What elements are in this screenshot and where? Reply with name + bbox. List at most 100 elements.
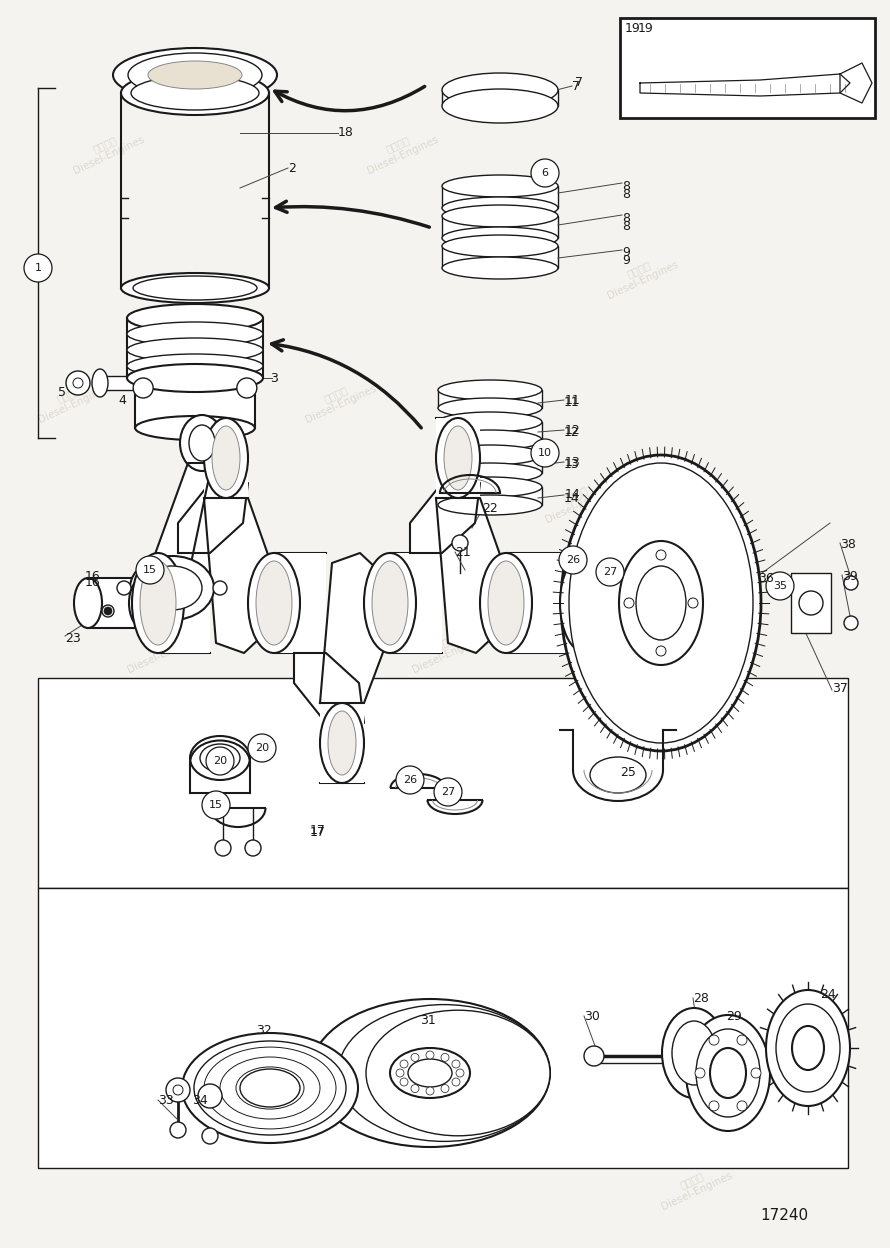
Ellipse shape: [204, 1047, 336, 1129]
Ellipse shape: [135, 416, 255, 441]
Circle shape: [441, 1053, 449, 1061]
Text: 紫发动力
Diesel-Engines: 紫发动力 Diesel-Engines: [68, 124, 146, 176]
Ellipse shape: [190, 736, 250, 780]
Circle shape: [531, 439, 559, 467]
Text: 紫发动力
Diesel-Engines: 紫发动力 Diesel-Engines: [406, 623, 484, 675]
Ellipse shape: [127, 338, 263, 362]
Bar: [438, 456, 542, 473]
Text: 36: 36: [758, 572, 773, 584]
Ellipse shape: [438, 446, 542, 466]
Circle shape: [799, 592, 823, 615]
Text: 14: 14: [565, 488, 581, 500]
Text: 紫发动力
Diesel-Engines: 紫发动力 Diesel-Engines: [299, 847, 377, 900]
Text: 紫发动力
Diesel-Engines: 紫发动力 Diesel-Engines: [361, 124, 440, 176]
Ellipse shape: [442, 227, 558, 250]
Polygon shape: [640, 74, 850, 96]
Ellipse shape: [182, 1033, 358, 1143]
Text: 33: 33: [158, 1093, 174, 1107]
Circle shape: [434, 778, 462, 806]
Text: 30: 30: [584, 1010, 600, 1022]
Ellipse shape: [590, 758, 646, 792]
Circle shape: [170, 1122, 186, 1138]
Circle shape: [624, 598, 634, 608]
Bar: [158, 553, 210, 653]
Circle shape: [213, 582, 227, 595]
Circle shape: [531, 158, 559, 187]
Text: 38: 38: [840, 538, 856, 552]
Circle shape: [737, 1101, 747, 1111]
Circle shape: [441, 1085, 449, 1092]
Text: 16: 16: [85, 569, 101, 583]
Ellipse shape: [140, 562, 176, 645]
Text: 4: 4: [118, 393, 125, 407]
Text: 17: 17: [310, 824, 326, 836]
Ellipse shape: [74, 578, 102, 628]
Circle shape: [237, 378, 257, 398]
Ellipse shape: [436, 418, 480, 498]
Text: 7: 7: [572, 80, 580, 92]
Text: 7: 7: [575, 76, 583, 90]
Ellipse shape: [686, 1015, 770, 1131]
Text: 9: 9: [622, 247, 630, 260]
Ellipse shape: [792, 1026, 824, 1070]
Circle shape: [202, 1128, 218, 1144]
Ellipse shape: [127, 364, 263, 392]
Ellipse shape: [438, 495, 542, 515]
Ellipse shape: [142, 567, 202, 610]
Circle shape: [396, 1070, 404, 1077]
Ellipse shape: [672, 1021, 716, 1085]
Bar: [438, 487, 542, 505]
Ellipse shape: [150, 369, 166, 397]
Text: 25: 25: [620, 766, 635, 780]
Ellipse shape: [364, 553, 416, 653]
Ellipse shape: [599, 543, 629, 663]
Text: 20: 20: [213, 756, 227, 766]
Ellipse shape: [130, 557, 214, 620]
Circle shape: [411, 1085, 419, 1092]
Ellipse shape: [194, 1041, 346, 1134]
Ellipse shape: [113, 47, 277, 102]
Text: 8: 8: [622, 211, 630, 225]
Text: 17240: 17240: [760, 1208, 808, 1223]
Bar: [438, 389, 542, 408]
Ellipse shape: [442, 89, 558, 124]
Circle shape: [66, 371, 90, 396]
Bar: [390, 553, 442, 653]
Text: 6: 6: [541, 168, 548, 178]
Polygon shape: [320, 553, 394, 703]
Text: 紫发动力
Diesel-Engines: 紫发动力 Diesel-Engines: [406, 1072, 484, 1124]
Circle shape: [456, 1070, 464, 1077]
Ellipse shape: [442, 72, 558, 107]
Circle shape: [844, 577, 858, 590]
Ellipse shape: [442, 235, 558, 257]
Ellipse shape: [710, 1048, 746, 1098]
Circle shape: [102, 605, 114, 617]
Ellipse shape: [366, 1010, 550, 1136]
Bar: [88, 578, 143, 628]
Ellipse shape: [619, 540, 703, 665]
Text: 14: 14: [564, 492, 579, 504]
Text: 20: 20: [255, 743, 269, 753]
Ellipse shape: [127, 305, 263, 332]
Ellipse shape: [442, 197, 558, 218]
Polygon shape: [204, 498, 278, 653]
Polygon shape: [178, 473, 248, 553]
Text: 31: 31: [420, 1013, 436, 1027]
Ellipse shape: [127, 322, 263, 346]
Text: 39: 39: [842, 569, 858, 583]
Ellipse shape: [180, 416, 224, 470]
Text: 紫发动力
Diesel-Engines: 紫发动力 Diesel-Engines: [94, 1072, 173, 1124]
Circle shape: [198, 1085, 222, 1108]
Text: 10: 10: [538, 448, 552, 458]
Ellipse shape: [204, 418, 248, 498]
Ellipse shape: [442, 257, 558, 280]
Ellipse shape: [438, 431, 542, 451]
Ellipse shape: [256, 562, 292, 645]
Ellipse shape: [560, 553, 612, 653]
Ellipse shape: [121, 273, 269, 303]
Ellipse shape: [442, 205, 558, 227]
Circle shape: [104, 607, 112, 615]
Ellipse shape: [133, 276, 257, 300]
Text: 12: 12: [565, 423, 581, 437]
Text: 27: 27: [603, 567, 617, 577]
